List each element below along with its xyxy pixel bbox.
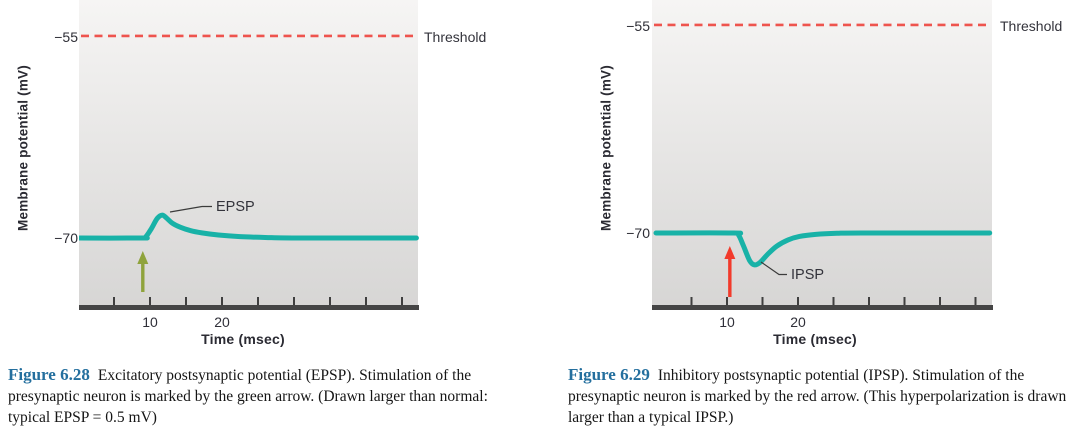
ipsp-plot-area xyxy=(652,0,992,305)
ipsp-caption-figure-label: Figure 6.29 xyxy=(568,364,650,384)
ipsp-leader-line xyxy=(760,261,787,276)
epsp-threshold-label: Threshold xyxy=(424,29,487,45)
ipsp-x-axis-title: Time (msec) xyxy=(773,331,857,347)
ipsp-x-tick-20: 20 xyxy=(790,314,806,330)
ipsp-caption-text: Inhibitory postsynaptic potential (IPSP)… xyxy=(568,366,1067,426)
ipsp-y-axis-title: Membrane potential (mV) xyxy=(598,65,614,231)
ipsp-chart-group xyxy=(652,23,993,310)
epsp-caption-text: Excitatory postsynaptic potential (EPSP)… xyxy=(8,366,488,426)
epsp-x-tick-10: 10 xyxy=(142,314,158,330)
epsp-leader-line xyxy=(169,205,212,213)
ipsp-threshold-label: Threshold xyxy=(1000,18,1063,34)
epsp-plot-area xyxy=(79,0,418,305)
ipsp-threshold-tick-label: −55 xyxy=(626,18,650,34)
epsp-x-axis-title: Time (msec) xyxy=(201,331,285,347)
ipsp-resting-tick-label: −70 xyxy=(626,225,650,241)
ipsp-x-tick-10: 10 xyxy=(719,314,735,330)
epsp-caption: Figure 6.28 Excitatory postsynaptic poten… xyxy=(8,363,510,428)
epsp-y-axis-title: Membrane potential (mV) xyxy=(15,65,31,231)
epsp-chart-group xyxy=(79,34,419,310)
ipsp-caption: Figure 6.29 Inhibitory postsynaptic poten… xyxy=(568,363,1080,428)
epsp-x-tick-20: 20 xyxy=(214,314,230,330)
epsp-caption-figure-label: Figure 6.28 xyxy=(8,364,90,384)
epsp-resting-tick-label: −70 xyxy=(54,230,78,246)
ipsp-curve-label: IPSP xyxy=(791,267,825,283)
epsp-threshold-tick-label: −55 xyxy=(54,29,78,45)
epsp-curve-label: EPSP xyxy=(216,199,255,215)
